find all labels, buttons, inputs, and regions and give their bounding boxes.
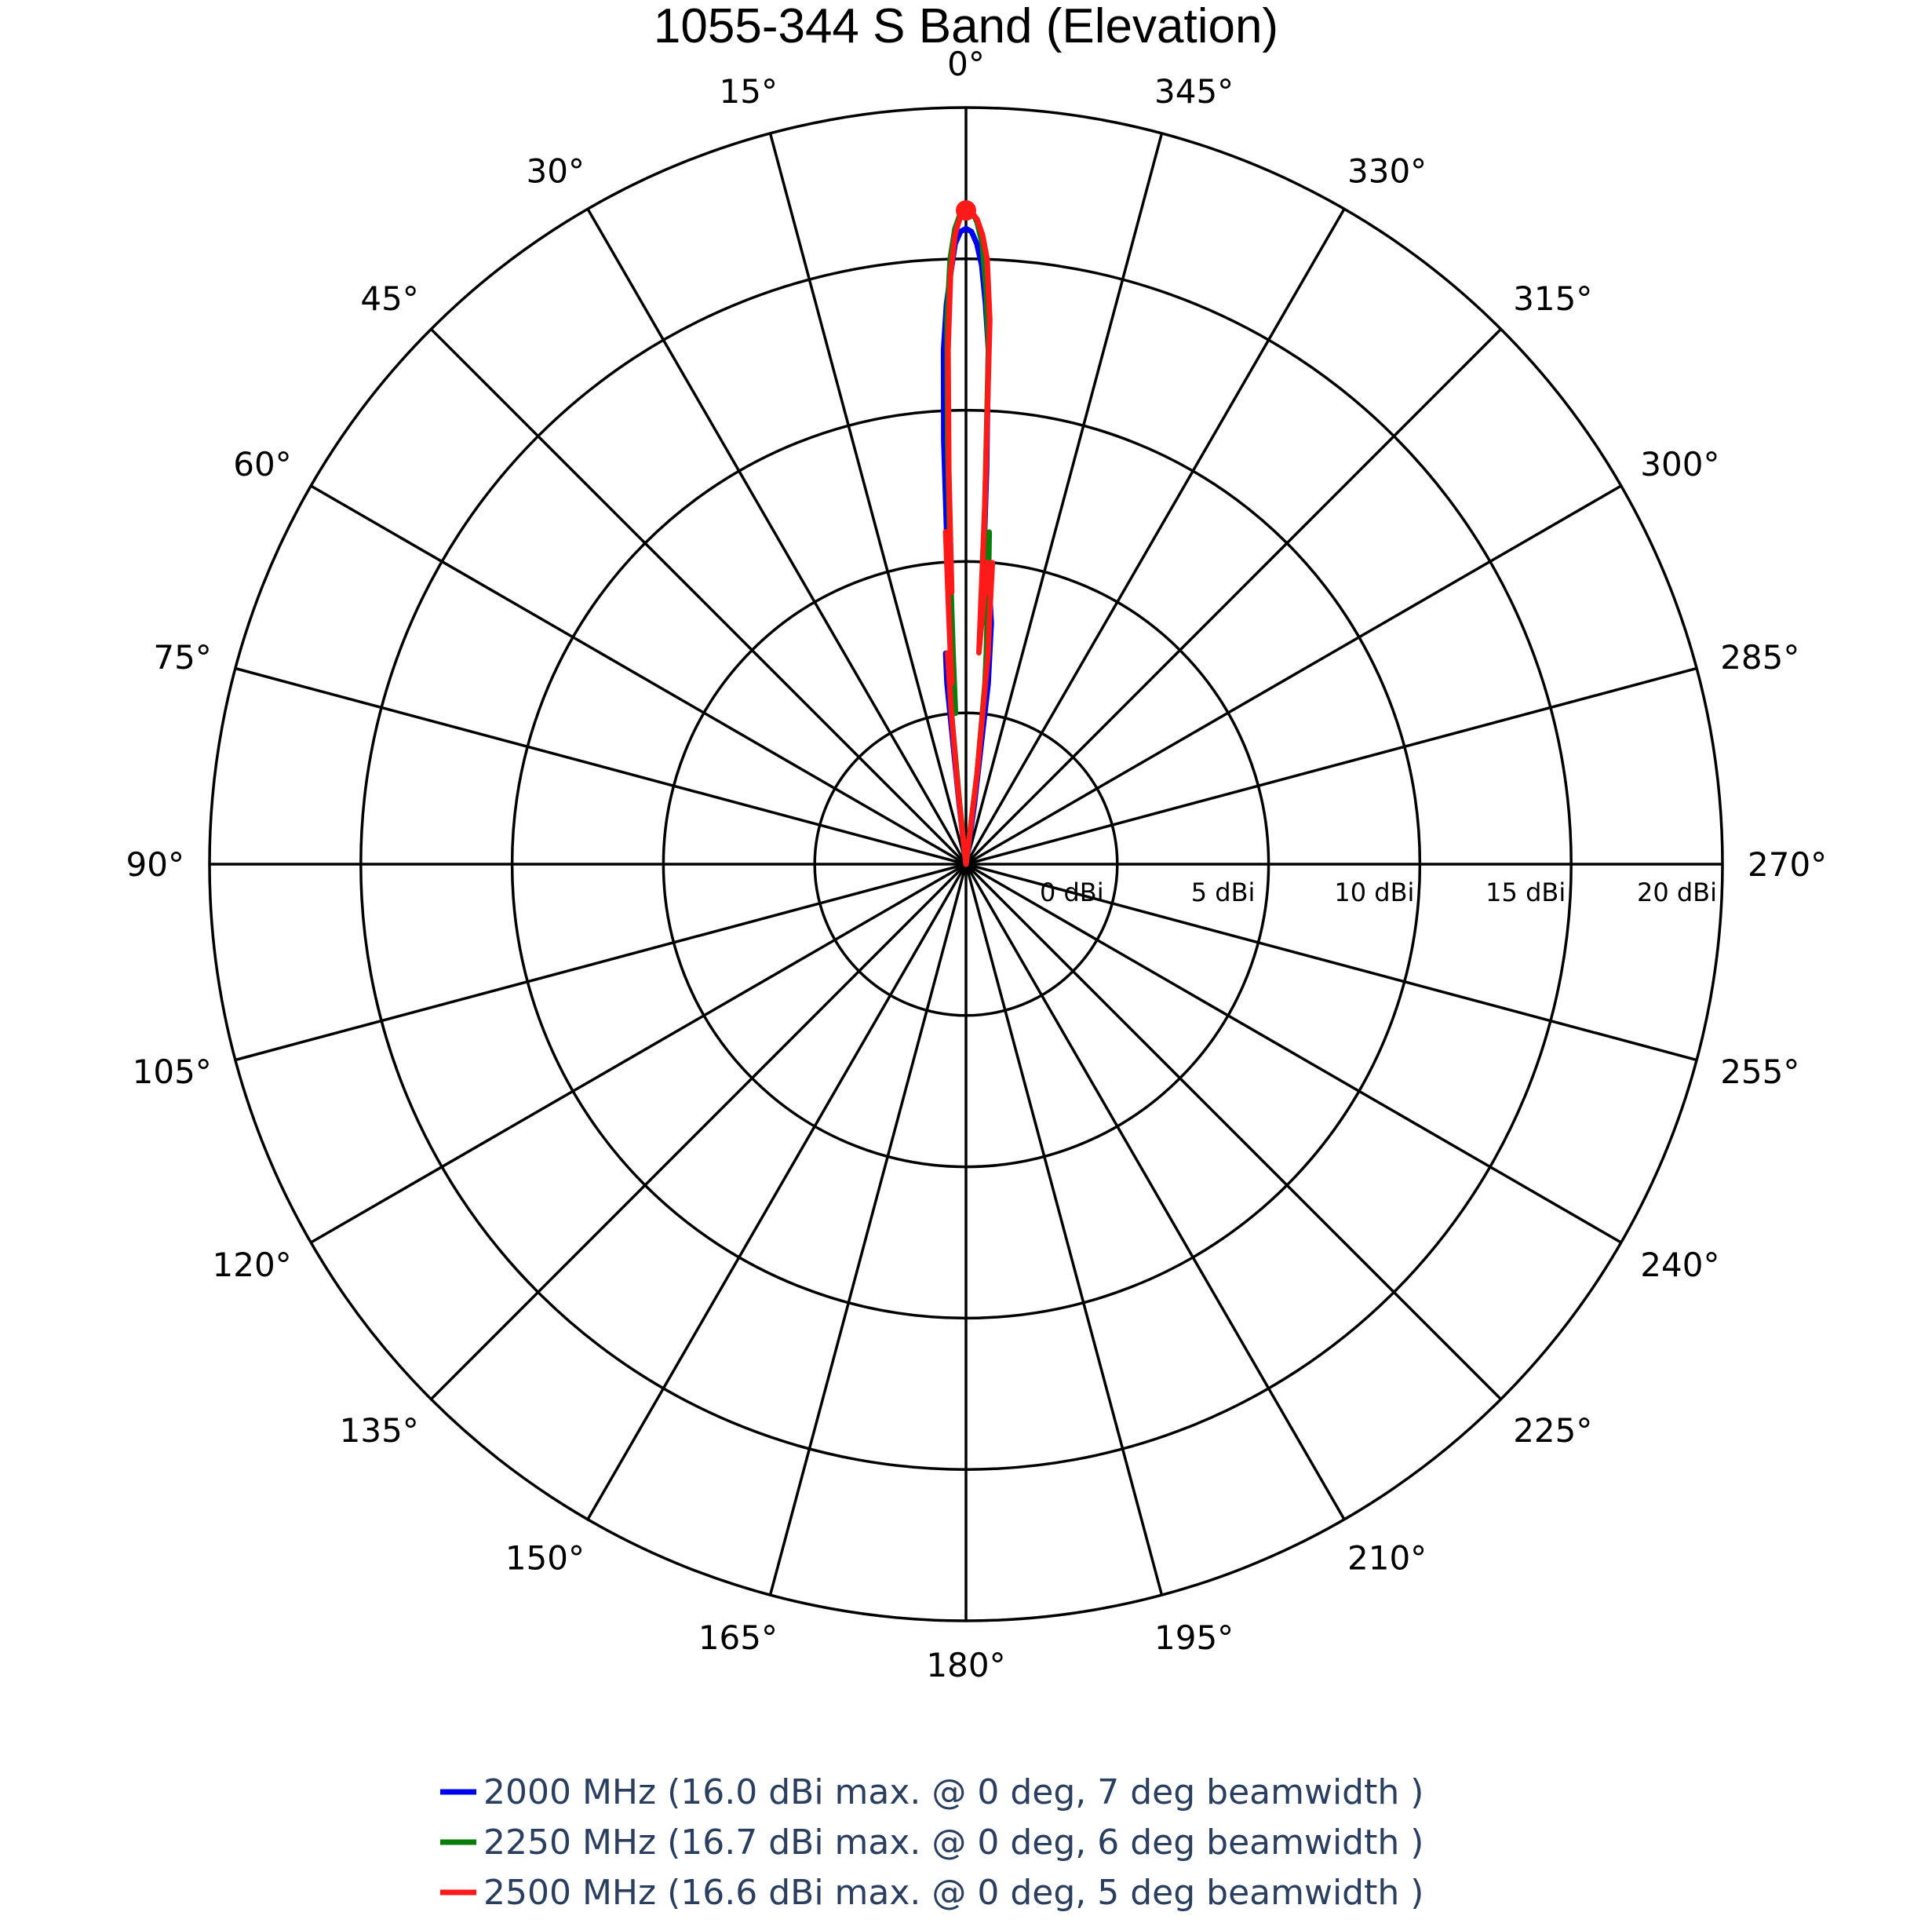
angle-label-135: 135° [340, 1411, 419, 1450]
angle-label-150: 150° [505, 1538, 585, 1577]
legend: 2000 MHz (16.0 dBi max. @ 0 deg, 7 deg b… [440, 1772, 1423, 1913]
legend-entry-1: 2000 MHz (16.0 dBi max. @ 0 deg, 7 deg b… [483, 1772, 1423, 1812]
ring-10-dbi [510, 408, 1422, 1320]
angle-label-75: 75° [153, 638, 211, 677]
angle-label-60: 60° [233, 445, 291, 483]
ring-label-5: 5 dBi [1191, 878, 1256, 907]
spoke-45 [430, 328, 968, 866]
radial-tick-labels: 0 dBi 5 dBi 10 dBi 15 dBi 20 dBi [1040, 878, 1717, 907]
angle-label-315: 315° [1513, 279, 1592, 318]
spoke-240 [965, 863, 1622, 1244]
angle-label-330: 330° [1347, 152, 1427, 191]
angle-label-120: 120° [213, 1246, 292, 1284]
ring-5-dbi [662, 560, 1270, 1169]
angle-label-225: 225° [1513, 1411, 1592, 1450]
polar-grid [208, 106, 1724, 1622]
legend-entry-2: 2250 MHz (16.7 dBi max. @ 0 deg, 6 deg b… [483, 1823, 1423, 1863]
angle-label-0: 0° [947, 45, 985, 83]
angle-label-180: 180° [926, 1646, 1005, 1684]
ring-label-20: 20 dBi [1637, 878, 1717, 907]
ring-label-10: 10 dBi [1334, 878, 1414, 907]
spoke-285 [965, 666, 1697, 866]
ring-label-0: 0 dBi [1040, 878, 1104, 907]
spoke-345 [964, 133, 1164, 865]
angle-label-270: 270° [1748, 845, 1827, 884]
angle-label-30: 30° [527, 152, 585, 191]
spoke-75 [235, 666, 967, 866]
spoke-225 [964, 863, 1502, 1400]
spoke-210 [964, 863, 1346, 1520]
spoke-315 [964, 328, 1502, 866]
spoke-150 [586, 863, 968, 1520]
spoke-15 [768, 133, 968, 865]
spoke-330 [964, 208, 1346, 865]
spoke-60 [310, 484, 967, 866]
spoke-105 [235, 863, 967, 1062]
angle-label-300: 300° [1640, 445, 1719, 483]
angle-label-105: 105° [133, 1053, 212, 1091]
angle-label-165: 165° [698, 1618, 778, 1657]
angle-label-90: 90° [126, 845, 184, 884]
spoke-300 [965, 484, 1622, 866]
series-layer [940, 200, 996, 867]
ring-20-dbi [208, 106, 1724, 1622]
spoke-195 [964, 863, 1164, 1596]
spoke-135 [430, 863, 968, 1400]
angle-label-195: 195° [1154, 1618, 1234, 1657]
angle-label-240: 240° [1640, 1246, 1719, 1284]
angle-label-345: 345° [1154, 72, 1234, 111]
ring-label-15: 15 dBi [1485, 878, 1566, 907]
spoke-30 [586, 208, 968, 865]
angle-label-210: 210° [1347, 1538, 1427, 1577]
spoke-165 [768, 863, 968, 1596]
angle-label-285: 285° [1720, 638, 1799, 677]
angle-label-45: 45° [360, 279, 418, 318]
legend-entry-3: 2500 MHz (16.6 dBi max. @ 0 deg, 5 deg b… [483, 1873, 1423, 1913]
angle-label-255: 255° [1720, 1053, 1799, 1091]
ring-15-dbi [359, 257, 1573, 1471]
spoke-255 [965, 863, 1697, 1062]
peak-marker [956, 200, 976, 221]
angular-tick-labels: 0° 15° 30° 45° 60° 75° 90° 105° 120° 135° 150° 165°… [126, 45, 1828, 1684]
ring-0-dbi [813, 711, 1119, 1017]
angle-label-15: 15° [720, 72, 778, 111]
chart-title: 1055-344 S Band (Elevation) [654, 0, 1278, 53]
spoke-120 [310, 863, 967, 1244]
